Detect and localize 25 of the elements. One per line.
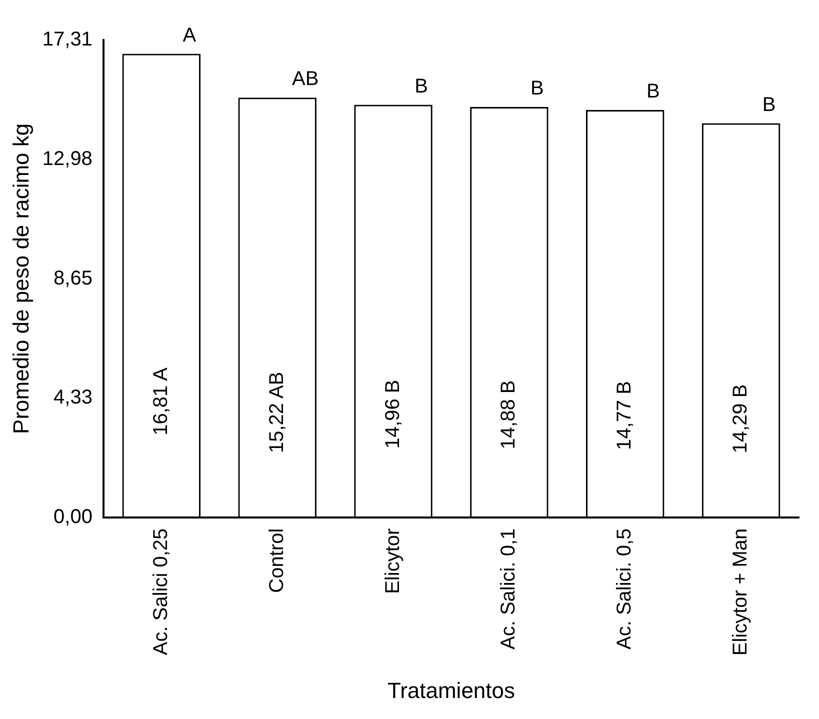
y-tick-label: 17,31 (42, 28, 92, 51)
x-tick-label: Control (266, 528, 288, 593)
data-label: 16,81 A (150, 366, 172, 436)
x-tick-label: Elicytor (382, 528, 404, 594)
data-label: 14,29 B (730, 384, 752, 454)
y-tick-label: 8,65 (54, 267, 92, 290)
annotation: B (762, 94, 776, 116)
data-label: 14,88 B (498, 380, 520, 450)
y-tick-label: 0,00 (54, 506, 92, 528)
annotation: AB (292, 68, 319, 90)
x-tick-label: Ac. Salici 0,25 (150, 528, 172, 656)
x-tick-label: Ac. Salici. 0,1 (498, 528, 520, 650)
x-tick-label: Elicytor + Man (730, 528, 752, 656)
data-label: 14,96 B (382, 380, 404, 449)
y-axis-title: Promedio de peso de racimo kg (8, 123, 34, 434)
annotation: A (182, 24, 197, 46)
y-tick-label: 12,98 (42, 148, 92, 170)
y-tick-label: 4,33 (54, 386, 92, 408)
annotation: B (646, 80, 660, 103)
data-label: 15,22 AB (266, 372, 288, 454)
x-axis-title: Tratamientos (387, 678, 516, 703)
annotation: B (530, 78, 544, 100)
x-tick-label: Ac. Salici. 0,5 (614, 528, 636, 650)
annotation: B (414, 75, 428, 98)
data-label: 14,77 B (614, 381, 636, 450)
